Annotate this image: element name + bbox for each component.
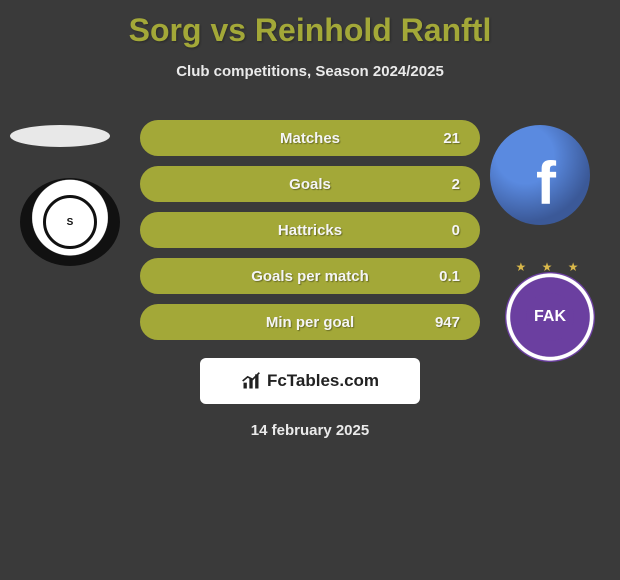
brand-badge[interactable]: FcTables.com: [200, 358, 420, 404]
stat-label: Goals: [289, 176, 331, 193]
stat-value-right: 2: [452, 176, 460, 193]
stat-value-right: 0.1: [439, 268, 460, 285]
stat-row: Matches 21: [140, 120, 480, 156]
stat-label: Matches: [280, 130, 340, 147]
facebook-glyph: f: [536, 149, 556, 218]
stats-container: Matches 21 Goals 2 Hattricks 0 Goals per…: [140, 120, 480, 340]
brand-label: FcTables.com: [267, 371, 379, 391]
stat-row: Hattricks 0: [140, 212, 480, 248]
stat-row: Goals 2: [140, 166, 480, 202]
stat-label: Hattricks: [278, 222, 342, 239]
stat-label: Min per goal: [266, 314, 354, 331]
club-left-badge-inner: S: [43, 195, 97, 249]
club-right-center-text: FAK: [526, 293, 574, 341]
player-left-avatar: [10, 125, 110, 147]
stat-value-right: 21: [443, 130, 460, 147]
stat-row: Min per goal 947: [140, 304, 480, 340]
date-label: 14 february 2025: [0, 422, 620, 439]
club-left-badge: S: [20, 178, 120, 266]
stat-label: Goals per match: [251, 268, 369, 285]
facebook-icon[interactable]: f: [490, 125, 590, 225]
club-right-badge: ★ ★ ★ FAK: [500, 260, 600, 364]
chart-icon: [241, 371, 261, 391]
stat-value-right: 0: [452, 222, 460, 239]
page-title: Sorg vs Reinhold Ranftl: [0, 0, 620, 49]
club-right-circle: FAK: [505, 272, 595, 362]
stat-row: Goals per match 0.1: [140, 258, 480, 294]
subtitle: Club competitions, Season 2024/2025: [0, 63, 620, 80]
stat-value-right: 947: [435, 314, 460, 331]
